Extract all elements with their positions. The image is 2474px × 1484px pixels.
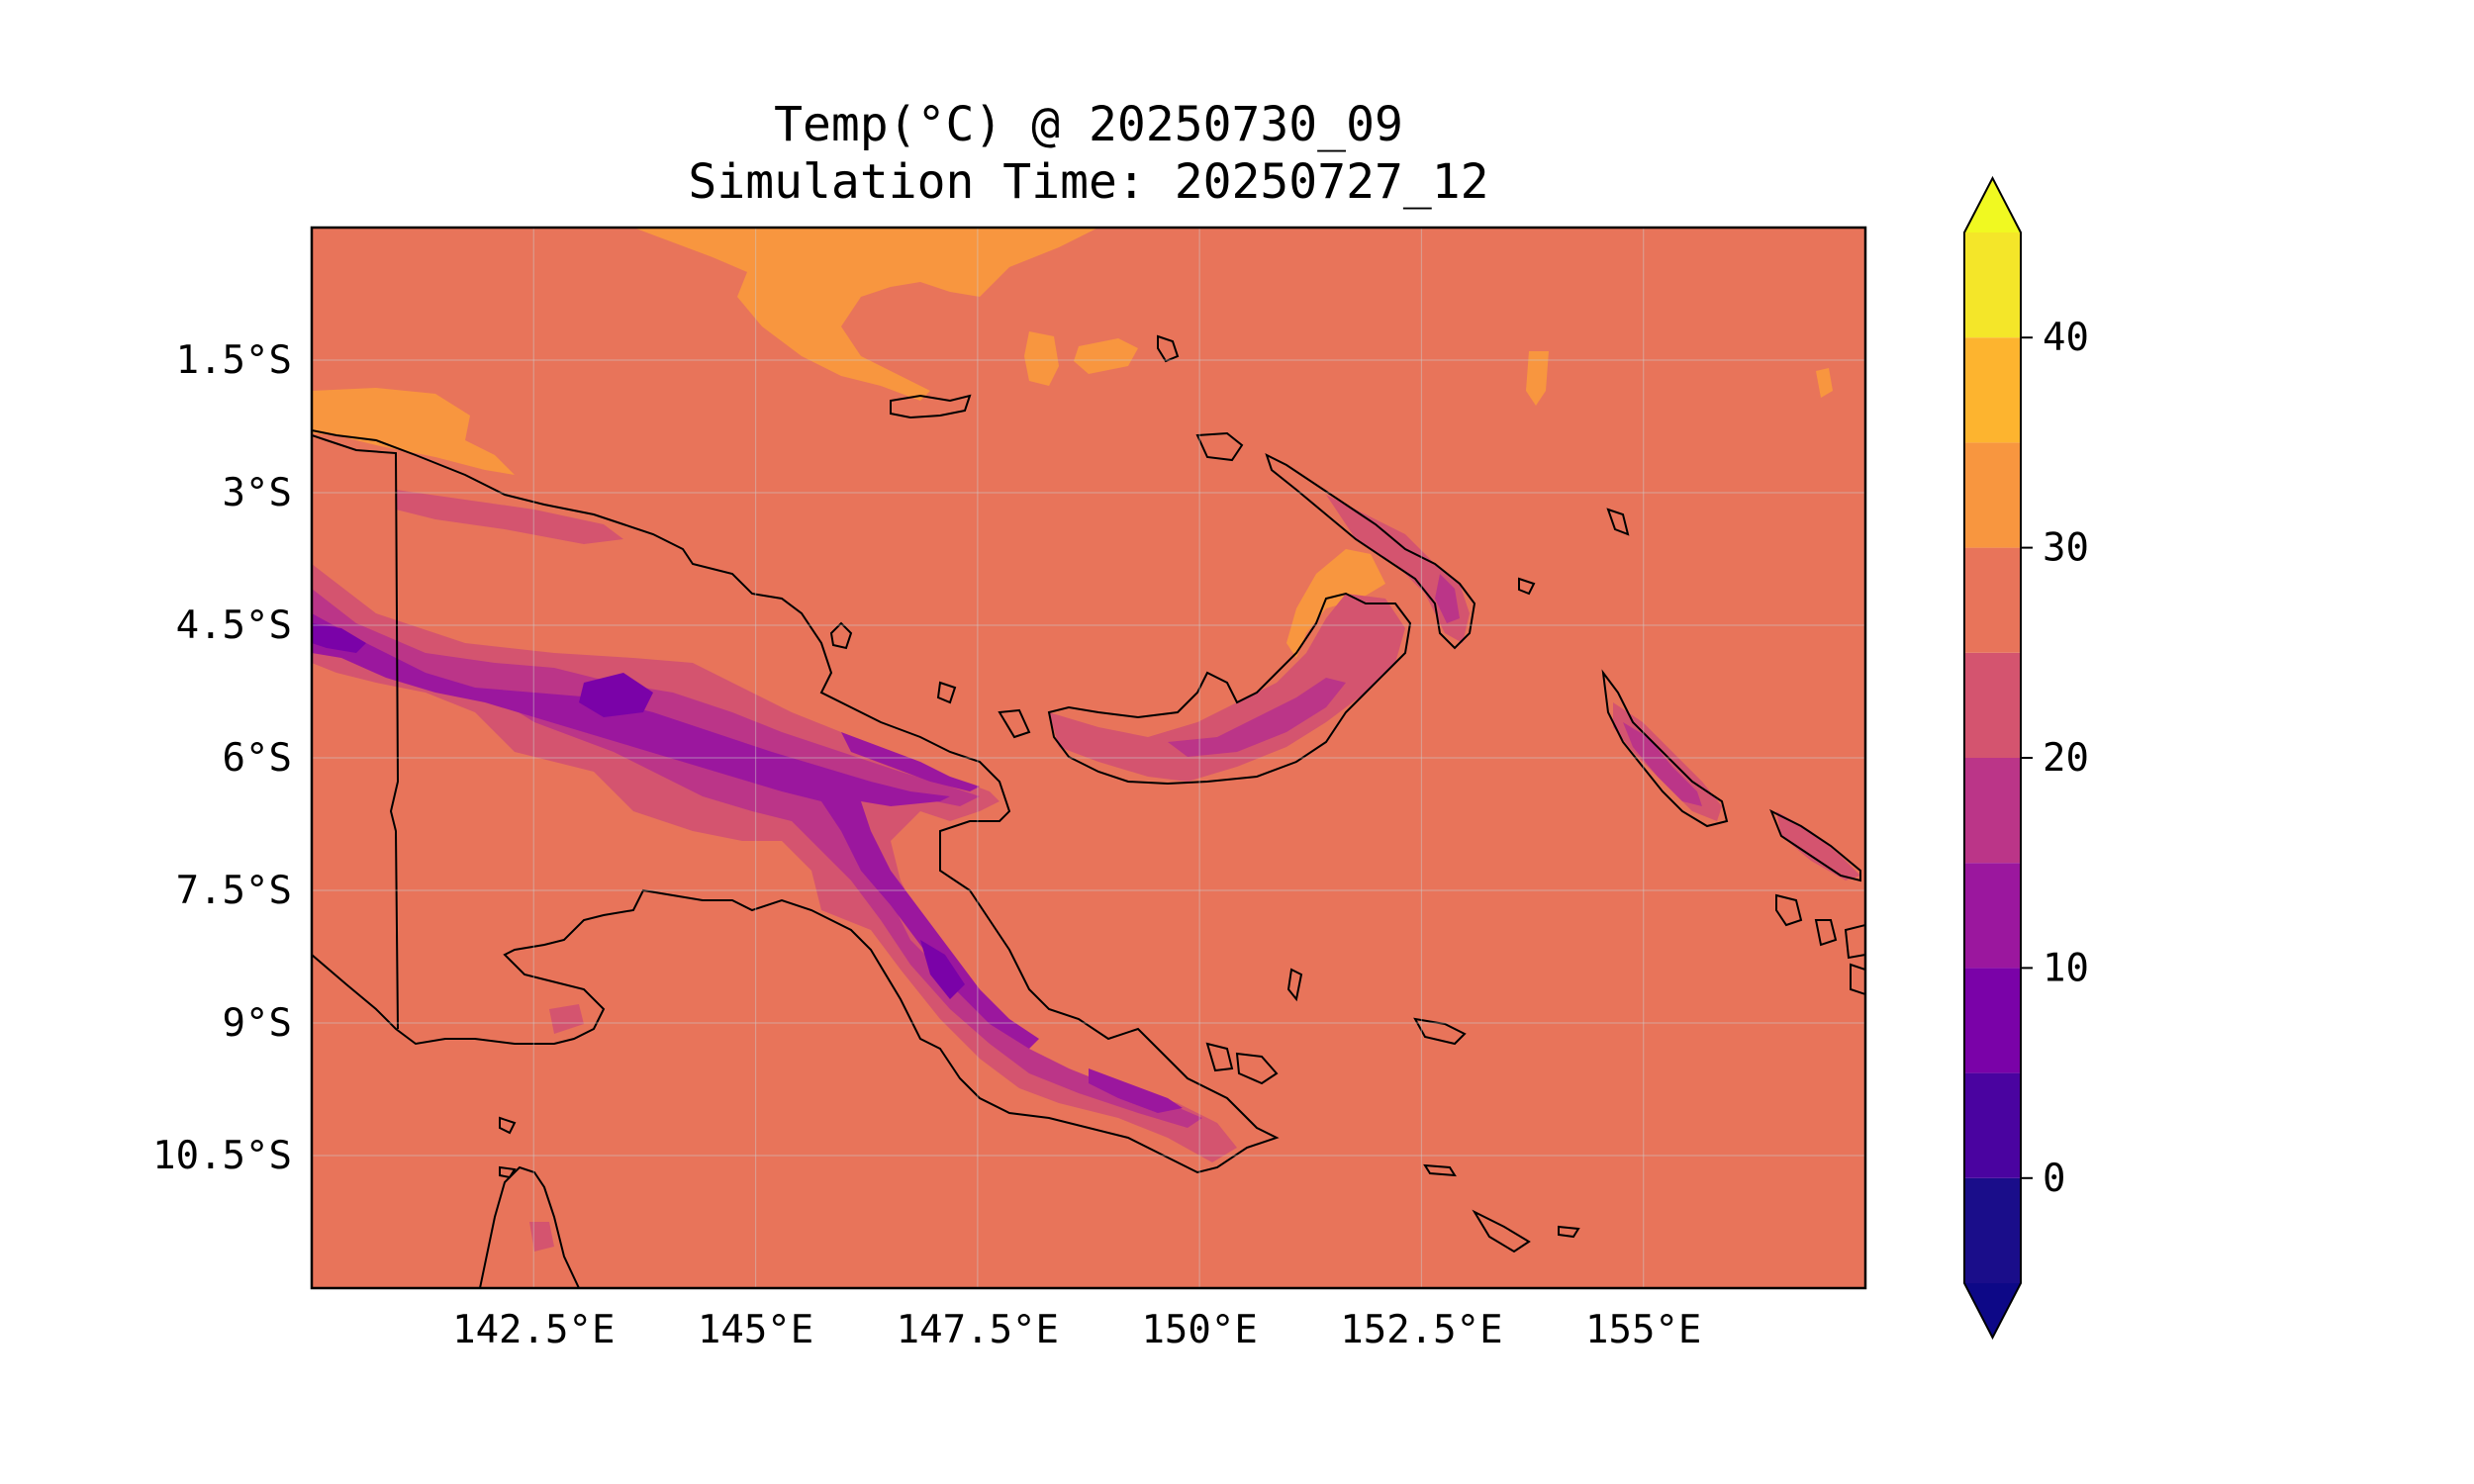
warm-region-west — [312, 388, 515, 475]
title-line-2: Simulation Time: 20250727_12 — [688, 154, 1489, 210]
y-tick-label-0: 1.5°S — [176, 338, 292, 383]
colder-band-highlands — [312, 589, 1202, 1128]
coastline-louisiade — [1472, 1209, 1531, 1253]
coastline-solomons-5 — [1850, 963, 1865, 996]
coastline-island-7 — [1286, 968, 1303, 1002]
x-axis-ticks: 142.5°E 145°E 147.5°E 150°E 152.5°E 155°E — [452, 1308, 1701, 1352]
coastline-island-3 — [829, 621, 853, 650]
coastline-solomons-4 — [1844, 923, 1865, 960]
colorbar: 0 10 20 30 40 — [1963, 175, 2089, 1341]
coastline-louisiade-2 — [1558, 1225, 1580, 1239]
x-tick-label-2: 147.5°E — [897, 1308, 1059, 1352]
temperature-contours — [312, 228, 1860, 1252]
gridlines — [312, 228, 1865, 1288]
coastline-solomons-2 — [1775, 893, 1803, 927]
colorbar-segment-2 — [1964, 968, 2021, 1073]
cold-core-east — [841, 732, 980, 791]
coastline-torres-1 — [499, 1116, 517, 1135]
coastline-manus — [890, 394, 972, 419]
colorbar-tick-label-4: 40 — [2043, 316, 2089, 360]
colorbar-extend-over — [1964, 178, 2021, 232]
cold-core-southeast — [1089, 1068, 1183, 1113]
warm-region-png-north — [1286, 549, 1385, 658]
colorbar-segment-8 — [1964, 337, 2021, 443]
colorbar-segment-6 — [1964, 547, 2021, 653]
colder-band-bougainville — [1623, 722, 1702, 806]
warm-region-east-2 — [1816, 368, 1833, 398]
colorbar-segment-3 — [1964, 863, 2021, 969]
cool-spot-cape-york — [529, 1222, 554, 1252]
y-axis-ticks: 1.5°S 3°S 4.5°S 6°S 7.5°S 9°S 10.5°S — [152, 338, 292, 1178]
coldest-core-highlands — [579, 673, 653, 717]
coldest-core-west — [312, 623, 366, 653]
title-line-1: Temp(°C) @ 20250730_09 — [774, 97, 1403, 152]
colorbar-extend-under — [1964, 1283, 2021, 1338]
colorbar-segment-5 — [1964, 652, 2021, 758]
coastline-island-6 — [1518, 577, 1536, 596]
warm-region-north-2 — [1024, 331, 1059, 386]
colorbar-segment-1 — [1964, 1072, 2021, 1178]
warm-region-north — [633, 228, 1098, 401]
colorbar-outline — [1963, 175, 2022, 1341]
coastline-solomons-1 — [1769, 808, 1861, 882]
map-frame — [310, 226, 1867, 1290]
colorbar-tick-label-3: 30 — [2043, 526, 2089, 571]
coastline-solomon-north — [1606, 508, 1630, 536]
y-tick-label-3: 6°S — [223, 736, 292, 781]
colorbar-segment-9 — [1964, 232, 2021, 338]
coastline-woodlark — [1413, 1017, 1467, 1046]
coastline-solomons-3 — [1814, 919, 1838, 947]
country-border — [312, 434, 400, 1030]
x-tick-label-4: 152.5°E — [1340, 1308, 1502, 1352]
y-tick-label-5: 9°S — [223, 1001, 292, 1046]
coastline-island-4 — [936, 681, 957, 704]
y-tick-label-6: 10.5°S — [152, 1134, 292, 1178]
x-tick-label-1: 145°E — [698, 1308, 813, 1352]
colorbar-tick-label-1: 10 — [2043, 946, 2089, 990]
colorbar-segment-0 — [1964, 1177, 2021, 1283]
cool-band-solomons — [1776, 811, 1860, 881]
colorbar-segment-4 — [1964, 758, 2021, 864]
colorbar-tick-label-2: 20 — [2043, 736, 2089, 781]
cool-band-north-coast — [396, 490, 623, 544]
coastline-torres-2 — [499, 1165, 517, 1179]
coastline-island-2 — [1157, 334, 1180, 363]
cold-core-highlands — [312, 613, 1039, 1049]
warm-region-east — [1526, 351, 1549, 406]
coastline-rossel — [1423, 1163, 1457, 1177]
x-tick-label-5: 155°E — [1585, 1308, 1701, 1352]
colder-band-new-britain — [1168, 678, 1346, 757]
coastline-bougainville — [1601, 669, 1729, 828]
coastline-island-5 — [998, 708, 1031, 739]
coastline-new-guinea — [312, 429, 1280, 1174]
coastline-trobriand — [1205, 1042, 1234, 1072]
y-tick-label-4: 7.5°S — [176, 869, 292, 913]
coastline-dentrecasteaux — [1235, 1052, 1279, 1085]
coastline-cape-york — [479, 1165, 580, 1288]
coastline-new-britain — [1047, 592, 1412, 786]
coldest-core-highlands-2 — [920, 940, 965, 999]
x-tick-label-0: 142.5°E — [452, 1308, 615, 1352]
coastline-island-1 — [1195, 431, 1244, 462]
y-tick-label-2: 4.5°S — [176, 603, 292, 648]
warm-region-north-3 — [1074, 338, 1138, 374]
colorbar-tick-label-0: 0 — [2043, 1157, 2065, 1201]
cool-band-new-britain — [1049, 594, 1405, 782]
coastlines — [312, 334, 1865, 1288]
cool-spot-south — [549, 1004, 584, 1034]
y-tick-label-1: 3°S — [223, 471, 292, 515]
colorbar-segment-7 — [1964, 442, 2021, 548]
colder-band-new-ireland — [1435, 574, 1460, 623]
cool-band-new-ireland — [1326, 495, 1470, 643]
x-tick-label-3: 150°E — [1141, 1308, 1257, 1352]
coastline-new-ireland — [1265, 453, 1476, 650]
map-panel — [310, 226, 1867, 1290]
